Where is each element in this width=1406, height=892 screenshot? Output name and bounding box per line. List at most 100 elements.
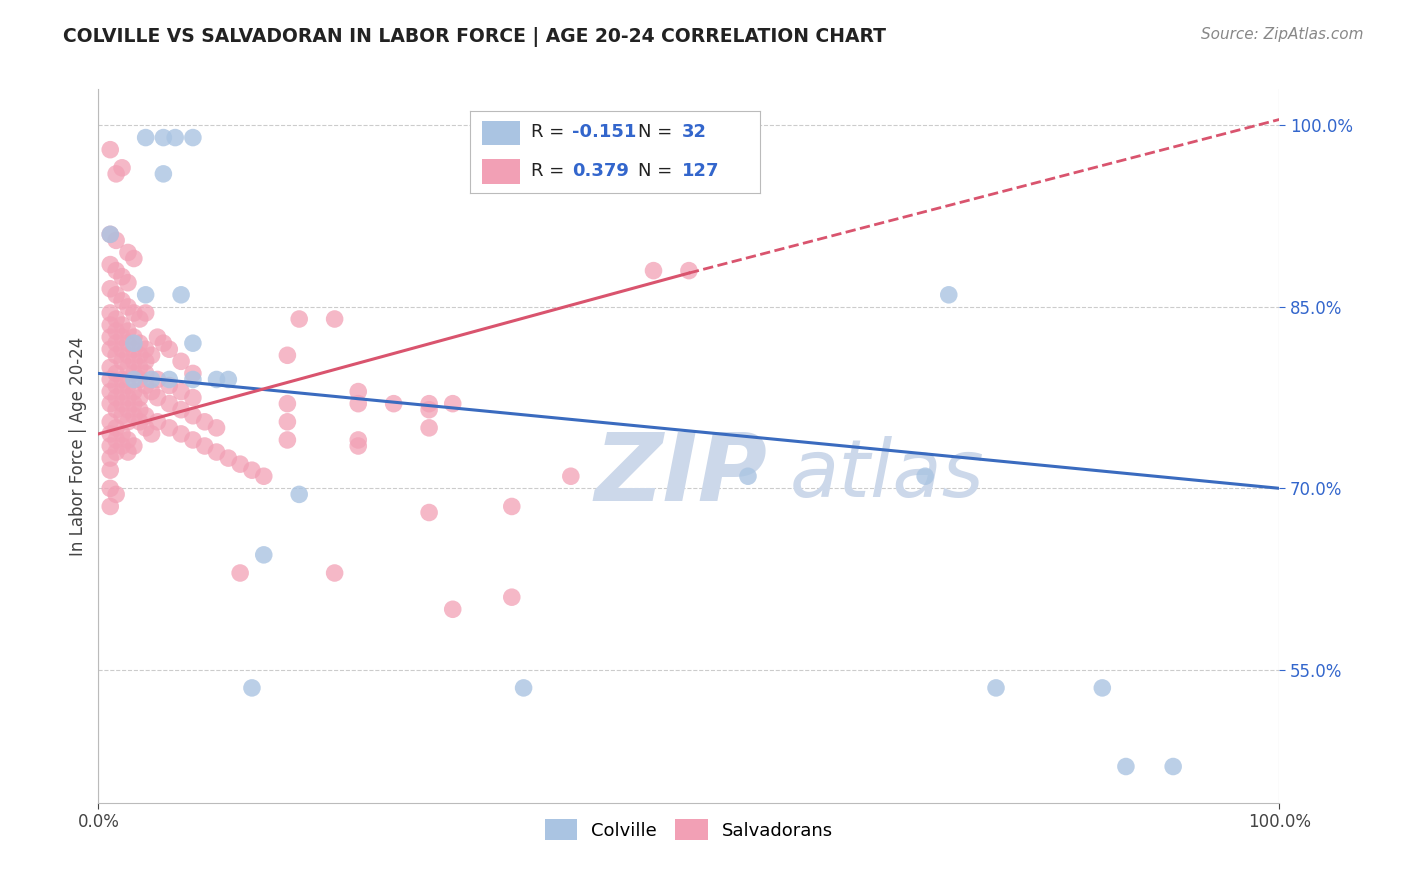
Point [170,354,193,368]
Point [98,451,121,466]
Point [240,681,263,695]
Point [205,445,228,459]
Point [98,426,121,441]
Point [146,415,169,429]
Point [157,397,180,411]
Point [98,282,121,296]
Point [146,330,169,344]
Point [122,409,145,423]
Point [170,402,193,417]
Point [181,409,204,423]
Point [512,681,534,695]
Text: COLVILLE VS SALVADORAN IN LABOR FORCE | AGE 20-24 CORRELATION CHART: COLVILLE VS SALVADORAN IN LABOR FORCE | … [63,27,886,46]
Point [105,324,128,338]
Point [111,439,134,453]
Point [105,402,128,417]
Legend: Colville, Salvadorans: Colville, Salvadorans [537,812,841,847]
Point [141,426,163,441]
Point [122,354,145,368]
Point [347,397,370,411]
Point [157,343,180,357]
Point [128,360,150,375]
Point [122,252,145,266]
Point [117,402,139,417]
Point [98,227,121,242]
Point [105,288,128,302]
Point [347,433,370,447]
Point [111,318,134,332]
Point [938,288,960,302]
Point [98,439,121,453]
Point [98,330,121,344]
Point [441,397,464,411]
Point [157,421,180,435]
Point [122,397,145,411]
Point [98,343,121,357]
Point [276,397,298,411]
Point [276,348,298,362]
Point [122,306,145,320]
Point [135,288,157,302]
Point [141,372,163,386]
Point [1091,681,1114,695]
Point [382,397,405,411]
Point [181,336,204,351]
Point [1115,759,1137,773]
Point [117,378,139,392]
Point [105,312,128,326]
Point [122,336,145,351]
Point [128,415,150,429]
Point [111,269,134,284]
Point [135,354,157,368]
Point [135,421,157,435]
Point [128,348,150,362]
Point [152,336,174,351]
Point [105,421,128,435]
Point [229,457,252,471]
Point [117,415,139,429]
Point [418,421,440,435]
Point [122,439,145,453]
Y-axis label: In Labor Force | Age 20-24: In Labor Force | Age 20-24 [69,336,87,556]
Point [418,506,440,520]
Point [441,602,464,616]
Point [135,378,157,392]
Point [98,143,121,157]
Point [105,233,128,247]
Point [643,263,665,277]
Point [128,402,150,417]
Point [117,245,139,260]
Point [128,372,150,386]
Point [323,566,346,580]
Point [98,306,121,320]
Point [288,487,311,501]
Point [229,566,252,580]
Point [678,263,700,277]
Point [205,372,228,386]
Point [135,343,157,357]
Point [501,500,523,514]
Text: Source: ZipAtlas.com: Source: ZipAtlas.com [1201,27,1364,42]
Point [98,384,121,399]
Point [111,409,134,423]
Point [117,445,139,459]
Point [122,367,145,381]
Point [157,378,180,392]
Point [98,481,121,495]
Point [117,300,139,314]
Point [347,439,370,453]
Point [122,372,145,386]
Point [157,372,180,386]
Point [152,167,174,181]
Point [288,312,311,326]
Point [117,360,139,375]
Point [98,360,121,375]
Point [418,397,440,411]
Point [128,336,150,351]
Point [141,384,163,399]
Point [217,372,239,386]
Point [111,343,134,357]
Point [117,348,139,362]
Point [105,391,128,405]
Point [146,391,169,405]
